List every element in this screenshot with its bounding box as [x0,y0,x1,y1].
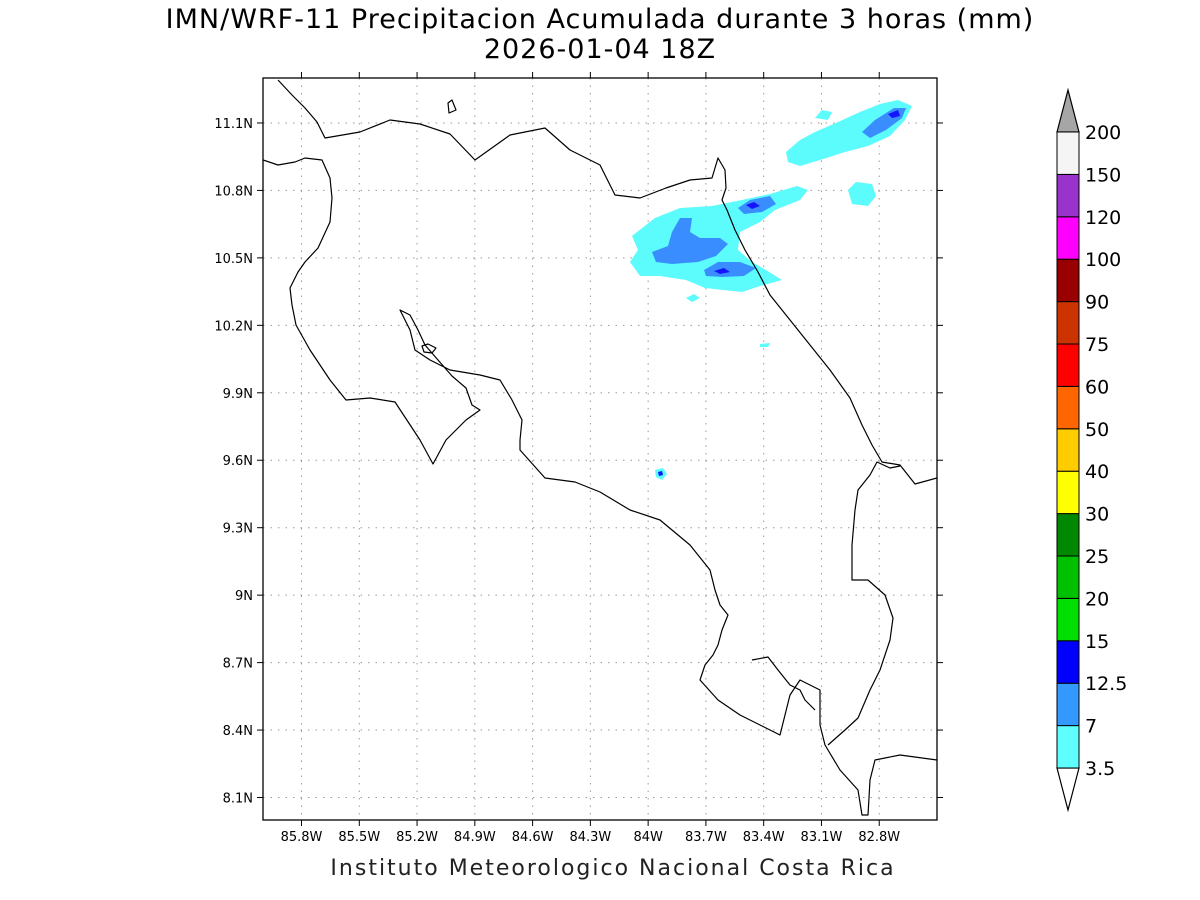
legend-label: 100 [1085,249,1121,271]
lat-tick-label: 11.1N [214,117,253,132]
coastline-borders [263,79,937,816]
legend-swatch [1056,258,1080,303]
legend-label: 120 [1085,207,1121,229]
lat-tick-label: 8.7N [223,657,253,672]
legend-swatch [1056,428,1080,472]
lat-tick-label: 8.4N [223,724,253,739]
legend-label: 40 [1085,461,1109,483]
legend-label: 200 [1085,122,1121,144]
legend-label: 150 [1085,164,1121,186]
legend-label: 3.5 [1085,758,1115,780]
map-grid [263,78,937,820]
legend-swatch [1056,555,1080,599]
footer-credit: Instituto Meteorologico Nacional Costa R… [330,856,896,881]
lat-tick-label: 9N [235,589,253,604]
precip-area [786,100,912,166]
lat-tick-label: 8.1N [223,792,253,807]
legend-swatch [1056,597,1080,642]
precip-area [714,268,730,274]
lon-tick-label: 83.4W [743,830,785,845]
osa-peninsula [751,656,816,711]
legend-swatch [1056,216,1080,260]
legend-over-arrow [1056,87,1080,133]
precip-area [760,343,770,347]
lon-tick-label: 84.3W [569,830,611,845]
precip-area [658,471,663,476]
precipitation-field [630,100,912,480]
precip-area [704,262,756,277]
legend-label: 30 [1085,504,1109,526]
lon-tick-label: 82.8W [858,830,900,845]
lon-tick-label: 85.8W [281,830,323,845]
lon-tick-label: 83.7W [685,830,727,845]
legend-swatch [1056,725,1080,769]
legend-label: 90 [1085,292,1109,314]
color-legend: 3.5 7 12.5 15 20 25 30 40 50 60 75 90 100 120 150 200 [1056,87,1127,813]
legend-label: 50 [1085,419,1109,441]
map-frame [262,77,938,821]
lat-tick-label: 9.3N [223,522,253,537]
legend-label: 60 [1085,376,1109,398]
lon-tick-label: 83.1W [801,830,843,845]
lat-tick-label: 10.5N [214,252,253,267]
precip-area [686,294,700,302]
lon-tick-label: 84.9W [454,830,496,845]
island-outline [447,99,457,114]
precip-area [746,202,760,209]
lon-tick-label: 85.5W [338,830,380,845]
lat-tick-label: 10.8N [214,184,253,199]
lon-tick-label: 84.6W [512,830,554,845]
precip-area [652,218,728,264]
legend-swatch [1056,640,1080,684]
panama-border [827,461,901,746]
nicaragua-border [277,79,937,485]
legend-swatch [1056,470,1080,515]
legend-label: 12.5 [1085,673,1127,695]
lon-tick-label: 84W [633,830,663,845]
legend-label: 75 [1085,334,1109,356]
lat-tick-label: 10.2N [214,319,253,334]
legend-swatch [1056,131,1080,175]
map-title: IMN/WRF-11 Precipitacion Acumulada duran… [165,4,1035,35]
legend-swatch [1056,343,1080,387]
pacific-coast [263,157,937,816]
legend-label: 7 [1085,716,1097,738]
precip-area [888,110,900,118]
legend-swatch [1056,513,1080,557]
legend-under-arrow [1056,767,1080,813]
precip-area [815,110,832,120]
lake-outline [421,343,437,354]
legend-label: 25 [1085,546,1109,568]
map-axis-ticks: 85.8W 85.5W 85.2W 84.9W 84.6W 84.3W 84W 83.7W 83… [214,72,943,845]
legend-swatch [1056,385,1080,430]
lat-tick-label: 9.6N [223,454,253,469]
precip-area [848,182,876,206]
lat-tick-label: 9.9N [223,387,253,402]
legend-swatch [1056,682,1080,727]
lon-tick-label: 85.2W [396,830,438,845]
legend-label: 20 [1085,588,1109,610]
legend-swatch [1056,301,1080,345]
legend-swatch [1056,173,1080,218]
map-subtitle: 2026-01-04 18Z [483,34,717,65]
legend-label: 15 [1085,631,1109,653]
